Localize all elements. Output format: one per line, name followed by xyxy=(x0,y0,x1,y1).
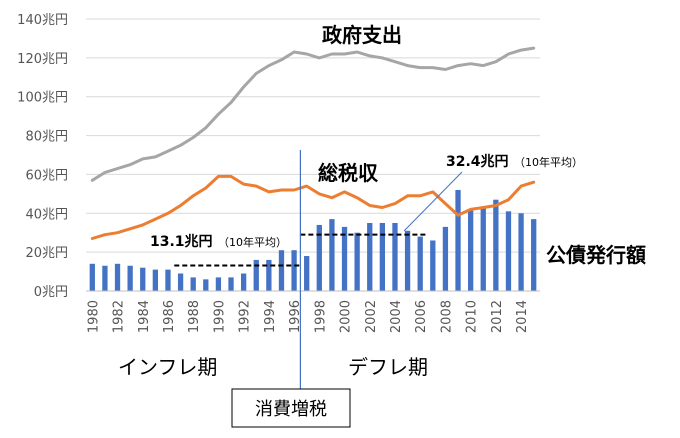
bond-issuance-label: 公債発行額 xyxy=(546,243,646,267)
event-label-box xyxy=(231,388,351,428)
bond-issuance-bar xyxy=(455,189,461,291)
bond-issuance-bar xyxy=(417,236,423,291)
avg-inflation-value-label: 13.1兆円 xyxy=(150,234,213,250)
y-tick-label: 40兆円 xyxy=(25,207,68,222)
x-tick-label: 2006 xyxy=(414,300,429,333)
x-tick-label: 1996 xyxy=(288,300,303,333)
x-tick-label: 2002 xyxy=(364,300,379,333)
bond-issuance-bar xyxy=(152,269,159,291)
bond-issuance-bar xyxy=(379,223,386,291)
bond-issuance-bar xyxy=(467,209,474,291)
avg-deflation-leader xyxy=(403,171,463,232)
bond-issuance-bar xyxy=(203,279,209,291)
bond-issuance-bars xyxy=(89,189,537,291)
bond-issuance-bar xyxy=(89,263,95,291)
y-axis-ticks: 0兆円 20兆円 40兆円 60兆円 80兆円 100兆円 120兆円 140兆円 xyxy=(17,13,68,300)
avg-deflation-note: （10年平均） xyxy=(514,155,583,169)
avg-deflation-value-label: 32.4兆円 xyxy=(446,154,509,170)
bond-issuance-bar xyxy=(518,213,524,291)
bond-issuance-bar xyxy=(430,240,436,291)
x-tick-label: 1980 xyxy=(86,300,101,333)
x-tick-label: 2000 xyxy=(339,300,354,333)
bond-issuance-bar xyxy=(367,223,373,291)
y-tick-label: 140兆円 xyxy=(17,13,68,28)
bond-issuance-bar xyxy=(240,273,247,291)
x-tick-label: 2004 xyxy=(389,300,404,333)
tax-revenue-label: 総税収 xyxy=(318,161,379,185)
event-label: 消費増税 xyxy=(255,399,327,420)
y-tick-label: 120兆円 xyxy=(17,52,68,67)
bond-issuance-bar xyxy=(140,267,146,291)
avg-inflation-note: （10年平均） xyxy=(218,235,287,249)
government-spending-line xyxy=(90,46,536,182)
bond-issuance-bar xyxy=(215,277,222,291)
y-tick-label: 100兆円 xyxy=(17,91,68,106)
bond-issuance-bar xyxy=(266,259,272,291)
x-tick-label: 1986 xyxy=(162,300,177,333)
x-tick-label: 1992 xyxy=(238,300,253,333)
bond-issuance-bar xyxy=(404,230,411,291)
x-tick-label: 2014 xyxy=(515,300,530,333)
x-tick-label: 1984 xyxy=(137,300,152,333)
bond-issuance-bar xyxy=(531,219,537,291)
inflation-period-label: インフレ期 xyxy=(118,355,217,379)
tax-revenue-line xyxy=(90,174,536,240)
x-axis-ticks: 1980 1982 1984 1986 1988 1990 1992 1994 1996 1998… xyxy=(86,300,530,333)
bond-issuance-bar xyxy=(392,223,398,291)
bond-issuance-bar xyxy=(316,224,322,291)
y-tick-label: 20兆円 xyxy=(25,246,68,261)
bond-issuance-bar xyxy=(278,250,285,291)
bond-issuance-bar xyxy=(190,277,196,291)
government-spending-label: 政府支出 xyxy=(322,23,402,47)
average-lines xyxy=(174,233,427,267)
bond-issuance-bar xyxy=(329,219,335,291)
bond-issuance-bar xyxy=(304,256,310,291)
y-tick-label: 0兆円 xyxy=(34,285,68,300)
bond-issuance-bar xyxy=(102,265,108,291)
bond-issuance-bar xyxy=(114,263,121,291)
bond-issuance-bar xyxy=(253,259,259,291)
x-tick-label: 2010 xyxy=(465,300,480,333)
bond-issuance-bar xyxy=(228,277,234,291)
bond-issuance-bar xyxy=(291,250,297,291)
bond-issuance-bar xyxy=(354,232,360,291)
x-tick-label: 1988 xyxy=(187,300,202,333)
bond-issuance-bar xyxy=(127,265,133,291)
y-tick-label: 80兆円 xyxy=(25,130,68,145)
y-tick-label: 60兆円 xyxy=(25,168,68,183)
bond-issuance-bar xyxy=(177,273,184,291)
x-tick-label: 1982 xyxy=(112,300,127,333)
gridlines xyxy=(86,18,540,253)
bond-issuance-bar xyxy=(165,269,171,291)
bond-issuance-bar xyxy=(493,199,499,291)
bond-issuance-bar xyxy=(480,207,486,291)
bond-issuance-bar xyxy=(505,211,512,291)
deflation-period-label: デフレ期 xyxy=(348,355,428,379)
x-tick-label: 1994 xyxy=(263,300,278,333)
x-tick-label: 1990 xyxy=(212,300,227,333)
x-tick-label: 2012 xyxy=(490,300,505,333)
line-series xyxy=(90,46,536,240)
x-tick-label: 2008 xyxy=(439,300,454,333)
x-tick-label: 1998 xyxy=(313,300,328,333)
bond-issuance-bar xyxy=(442,226,449,291)
bond-issuance-bar xyxy=(341,226,348,291)
